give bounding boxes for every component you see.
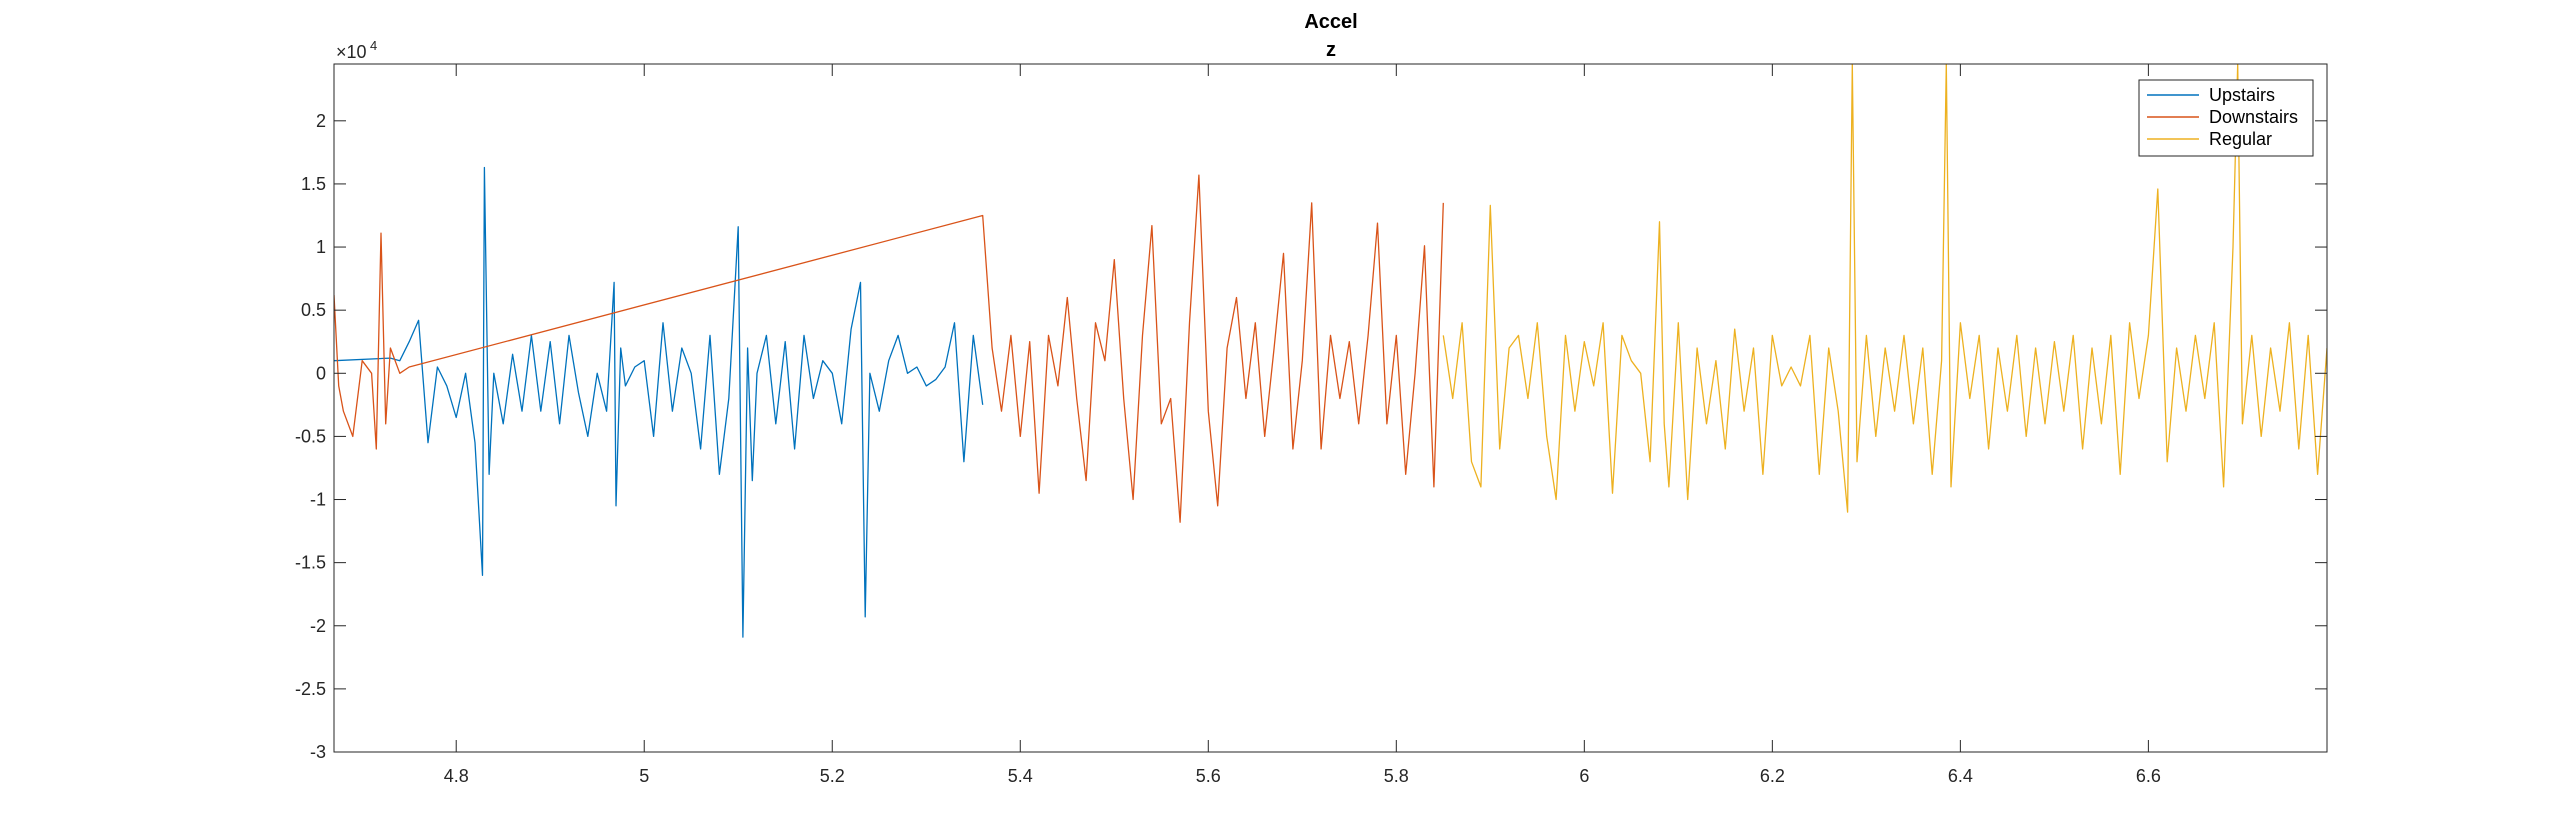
y-tick-label: 0 <box>316 363 326 383</box>
x-tick-label: 5 <box>639 766 649 786</box>
x-tick-label: 5.4 <box>1008 766 1033 786</box>
y-tick-label: -0.5 <box>295 426 326 446</box>
y-tick-label: -1 <box>310 490 326 510</box>
x-tick-label: 6 <box>1579 766 1589 786</box>
chart-title: Accel <box>1304 11 1357 33</box>
y-exponent-base: ×10 <box>336 42 367 62</box>
x-tick-label: 6.4 <box>1948 766 1973 786</box>
y-tick-label: 0.5 <box>301 300 326 320</box>
y-exponent-power: 4 <box>370 38 377 53</box>
legend-label-upstairs: Upstairs <box>2209 85 2275 105</box>
plot-area-frame <box>333 63 2328 753</box>
x-tick-label: 5.6 <box>1196 766 1221 786</box>
x-tick-label: 4.8 <box>444 766 469 786</box>
y-tick-label: -2 <box>310 616 326 636</box>
series-layer <box>334 64 2327 638</box>
y-tick-label: -2.5 <box>295 679 326 699</box>
y-tick-label: 1.5 <box>301 174 326 194</box>
x-tick-label: 6.6 <box>2136 766 2161 786</box>
series-line-upstairs <box>334 166 984 638</box>
x-tick-label: 5.8 <box>1384 766 1409 786</box>
y-tick-label: 2 <box>316 111 326 131</box>
y-tick-label: 1 <box>316 237 326 257</box>
x-tick-label: 6.2 <box>1760 766 1785 786</box>
y-exponent-label: ×10 4 <box>336 38 377 62</box>
x-axis: 4.8 5 5.2 5.4 5.6 5.8 6 6.2 6.4 6.6 <box>444 64 2161 786</box>
legend-label-downstairs: Downstairs <box>2209 107 2298 127</box>
x-tick-label: 5.2 <box>820 766 845 786</box>
legend-box <box>2138 79 2314 157</box>
series-line-regular <box>1442 64 2327 513</box>
y-tick-label: -3 <box>310 742 326 762</box>
series-line-downstairs <box>334 174 1444 523</box>
legend-label-regular: Regular <box>2209 129 2272 149</box>
chart-subtitle: z <box>1326 39 1336 61</box>
y-axis: -3 -2.5 -2 -1.5 -1 -0.5 0 0.5 1 1.5 2 <box>295 111 2327 762</box>
y-tick-label: -1.5 <box>295 553 326 573</box>
